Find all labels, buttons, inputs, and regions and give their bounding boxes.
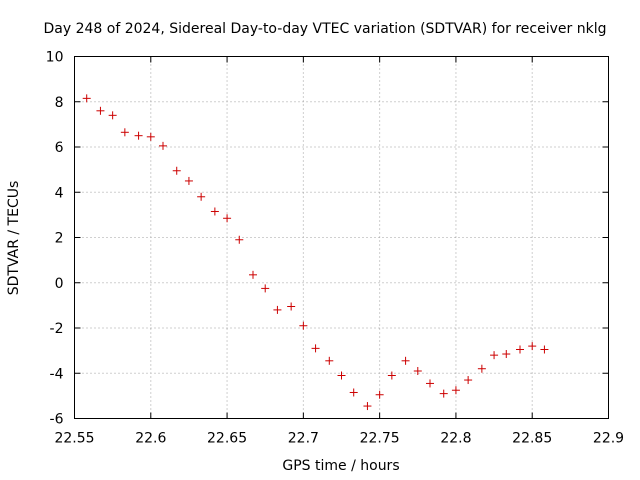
- data-point: [184, 176, 193, 185]
- x-tick-labels: 22.55 22.6 22.65 22.7 22.75 22.8 22.85 22.9: [54, 431, 624, 447]
- x-tick-label: 22.7: [288, 431, 319, 447]
- data-point: [337, 371, 346, 380]
- x-tick-label: 22.6: [135, 431, 166, 447]
- y-tick-label: 0: [55, 276, 64, 292]
- data-point: [425, 379, 434, 388]
- data-point: [261, 284, 270, 293]
- data-point: [96, 106, 105, 115]
- data-point: [158, 141, 167, 150]
- y-axis-label: SDTVAR / TECUs: [6, 181, 22, 296]
- data-point: [108, 111, 117, 120]
- grid-lines: [74, 56, 609, 419]
- x-axis-label: GPS time / hours: [282, 458, 399, 474]
- y-tick-label: 10: [46, 50, 64, 66]
- y-tick-label: 4: [55, 185, 64, 201]
- data-point: [210, 207, 219, 216]
- plot-frame: [74, 56, 609, 419]
- data-point: [146, 132, 155, 141]
- data-point: [287, 302, 296, 311]
- data-point: [387, 371, 396, 380]
- data-point: [249, 270, 258, 279]
- data-point: [439, 389, 448, 398]
- data-point: [490, 351, 499, 360]
- data-point: [413, 366, 422, 375]
- data-point: [325, 356, 334, 365]
- y-tick-label: 2: [55, 231, 64, 247]
- data-point: [273, 305, 282, 314]
- y-tick-label: 6: [55, 140, 64, 156]
- data-point: [299, 321, 308, 330]
- data-point: [502, 350, 511, 359]
- data-point: [82, 94, 91, 103]
- data-point: [540, 345, 549, 354]
- data-point: [401, 356, 410, 365]
- data-point: [349, 388, 358, 397]
- x-tick-label: 22.85: [512, 431, 552, 447]
- data-point: [464, 376, 473, 385]
- y-tick-label: -2: [50, 321, 64, 337]
- x-tick-label: 22.8: [440, 431, 471, 447]
- data-point: [375, 390, 384, 399]
- data-point: [516, 345, 525, 354]
- data-point: [363, 402, 372, 411]
- x-tick-label: 22.55: [54, 431, 94, 447]
- x-tick-label: 22.9: [593, 431, 624, 447]
- data-point: [235, 235, 244, 244]
- chart-title: Day 248 of 2024, Sidereal Day-to-day VTE…: [44, 21, 607, 37]
- y-tick-label: -6: [50, 412, 64, 428]
- y-tick-label: 8: [55, 95, 64, 111]
- data-point: [223, 214, 232, 223]
- data-points: [82, 94, 549, 411]
- data-point: [134, 131, 143, 140]
- data-point: [528, 342, 537, 351]
- data-point: [477, 364, 486, 373]
- data-point: [451, 386, 460, 395]
- data-point: [120, 128, 129, 137]
- y-tick-labels: -6 -4 -2 0 2 4 6 8 10: [46, 50, 64, 428]
- x-tick-label: 22.75: [360, 431, 400, 447]
- data-point: [311, 344, 320, 353]
- data-point: [172, 166, 181, 175]
- data-point: [197, 192, 206, 201]
- x-tick-label: 22.65: [207, 431, 247, 447]
- y-tick-label: -4: [50, 366, 64, 382]
